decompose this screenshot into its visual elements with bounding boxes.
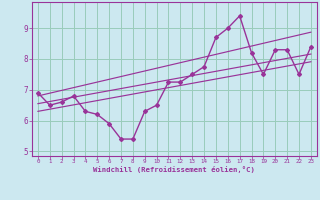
X-axis label: Windchill (Refroidissement éolien,°C): Windchill (Refroidissement éolien,°C) — [93, 166, 255, 173]
